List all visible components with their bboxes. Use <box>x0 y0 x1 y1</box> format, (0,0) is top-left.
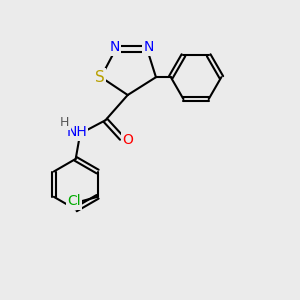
Text: Cl: Cl <box>67 194 81 208</box>
Text: N: N <box>143 40 154 55</box>
Text: O: O <box>122 133 133 147</box>
Text: S: S <box>94 70 104 85</box>
Text: NH: NH <box>66 125 87 139</box>
Text: N: N <box>109 40 119 55</box>
Text: H: H <box>60 116 69 129</box>
